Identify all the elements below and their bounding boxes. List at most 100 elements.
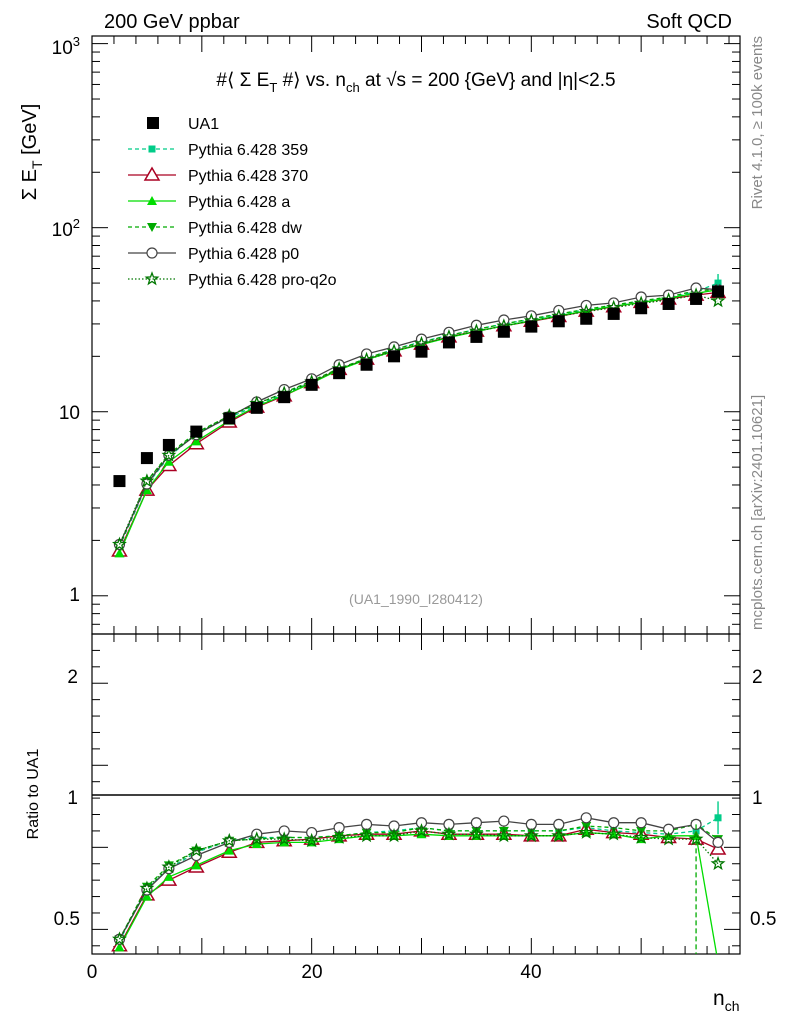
ratio-5-point (188, 842, 204, 857)
series-line-2 (118, 289, 719, 554)
data-point (552, 315, 565, 328)
ratio-2-point (191, 860, 202, 870)
ratio-5-point (551, 827, 567, 843)
legend-marker-1 (143, 166, 161, 181)
header-left: 200 GeV ppbar (104, 11, 240, 33)
ratio-3-point (471, 826, 482, 836)
ratio-5-point (606, 826, 622, 841)
ratio-5-point (139, 880, 155, 895)
ratio-4-point (553, 818, 565, 830)
x-tick-label-0: 0 (87, 962, 98, 983)
ratio-5-point (523, 827, 539, 843)
ratio-plot-frame (91, 633, 741, 955)
data-point (190, 425, 203, 438)
y-tick-label-10: 10 (59, 403, 80, 424)
header-right: Soft QCD (646, 11, 732, 33)
data-point (442, 336, 455, 349)
chart-title: #⟨ Σ ET #⟩ vs. nch at √s = 200 {GeV} and… (216, 70, 615, 95)
series-5-point (161, 447, 177, 462)
series-2-point (163, 456, 174, 466)
ratio-5-point (496, 827, 512, 843)
ratio-tick-label-1-right: 1 (752, 788, 763, 809)
data-point (113, 475, 126, 488)
data-point (333, 367, 346, 380)
ratio-4-point (712, 836, 724, 849)
data-point (662, 297, 675, 310)
y-tick-label-1000: 103 (52, 34, 80, 59)
ratio-4-point (306, 826, 318, 839)
ratio-4-point (525, 818, 537, 830)
ratio-5-point (304, 832, 320, 848)
ratio-5-point (710, 855, 726, 871)
x-tick-label-40: 40 (520, 962, 541, 983)
data-point (497, 325, 510, 338)
series-5-point (710, 293, 726, 308)
data-point (607, 307, 620, 320)
data-point (525, 320, 538, 333)
series-line-1 (118, 291, 719, 552)
legend: UA1 Pythia 6.428 359 Pythia 6.428 370 Pythi… (128, 116, 337, 289)
data-point (690, 292, 703, 305)
series-line-3 (118, 289, 719, 547)
data-point (470, 330, 483, 343)
data-point (360, 358, 373, 371)
ratio-5-point (161, 859, 177, 874)
main-series-layer (111, 274, 727, 558)
legend-label-5: Pythia 6.428 pro-q2o (188, 272, 337, 289)
data-point (415, 345, 428, 358)
series-5-point (139, 473, 155, 488)
ratio-4-point (580, 812, 592, 824)
data-point (278, 391, 291, 404)
ratio-2-point (163, 871, 174, 881)
series-5-point (111, 536, 127, 551)
legend-label-0: Pythia 6.428 359 (188, 142, 308, 159)
ratio-5-point (221, 832, 237, 848)
ratio-line-2 (118, 831, 718, 954)
y-axis-label: Σ ET [GeV] (19, 104, 45, 201)
ratio-5-point (359, 827, 375, 843)
ratio-5-point (414, 823, 429, 838)
ratio-2-point (141, 891, 152, 901)
ratio-4-point (360, 818, 373, 830)
ratio-5-point (633, 829, 649, 844)
side-label-mcplots: mcplots.cern.ch [arXiv:2401.10621] (749, 395, 766, 630)
ratio-5-point (441, 826, 457, 841)
ratio-4-point (498, 815, 510, 827)
reference-label: (UA1_1990_I280412) (349, 591, 483, 607)
ratio-line-3 (118, 823, 719, 940)
ratio-tick-label-1-left: 1 (67, 788, 78, 809)
ratio-2-point (114, 942, 125, 952)
data-point (305, 378, 318, 391)
y-tick-label-1: 1 (69, 585, 80, 606)
ratio-y-axis-label: Ratio to UA1 (25, 749, 42, 840)
legend-marker-3 (147, 223, 157, 232)
ratio-5-point (578, 824, 594, 839)
ratio-4-point (470, 817, 483, 829)
data-point (140, 452, 153, 465)
series-2-point (114, 548, 125, 558)
ratio-5-point (386, 827, 402, 843)
ratio-tick-label-05-left: 0.5 (54, 909, 80, 930)
legend-marker-5 (144, 271, 160, 286)
legend-label-2: Pythia 6.428 a (188, 194, 290, 211)
ratio-5-point (276, 831, 292, 846)
ratio-5-point (661, 831, 677, 846)
data-point (635, 302, 648, 315)
reference-data-layer (113, 285, 725, 488)
data-point (388, 350, 401, 363)
x-axis-label: nch (713, 987, 739, 1014)
data-point (223, 412, 236, 425)
series-line-5 (118, 294, 719, 545)
side-label-rivet: Rivet 4.1.0, ≥ 100k events (749, 36, 766, 209)
legend-marker-4 (146, 247, 158, 259)
ratio-5-point (249, 831, 265, 846)
ratio-4-point (278, 825, 290, 837)
ratio-tick-label-2-right: 2 (752, 667, 763, 688)
legend-label-3: Pythia 6.428 dw (188, 220, 302, 237)
ratio-4-point (635, 817, 647, 829)
legend-label-4: Pythia 6.428 p0 (188, 246, 299, 263)
series-line-4 (118, 287, 719, 545)
ratio-2-point (224, 845, 235, 855)
series-line-0 (118, 282, 719, 547)
